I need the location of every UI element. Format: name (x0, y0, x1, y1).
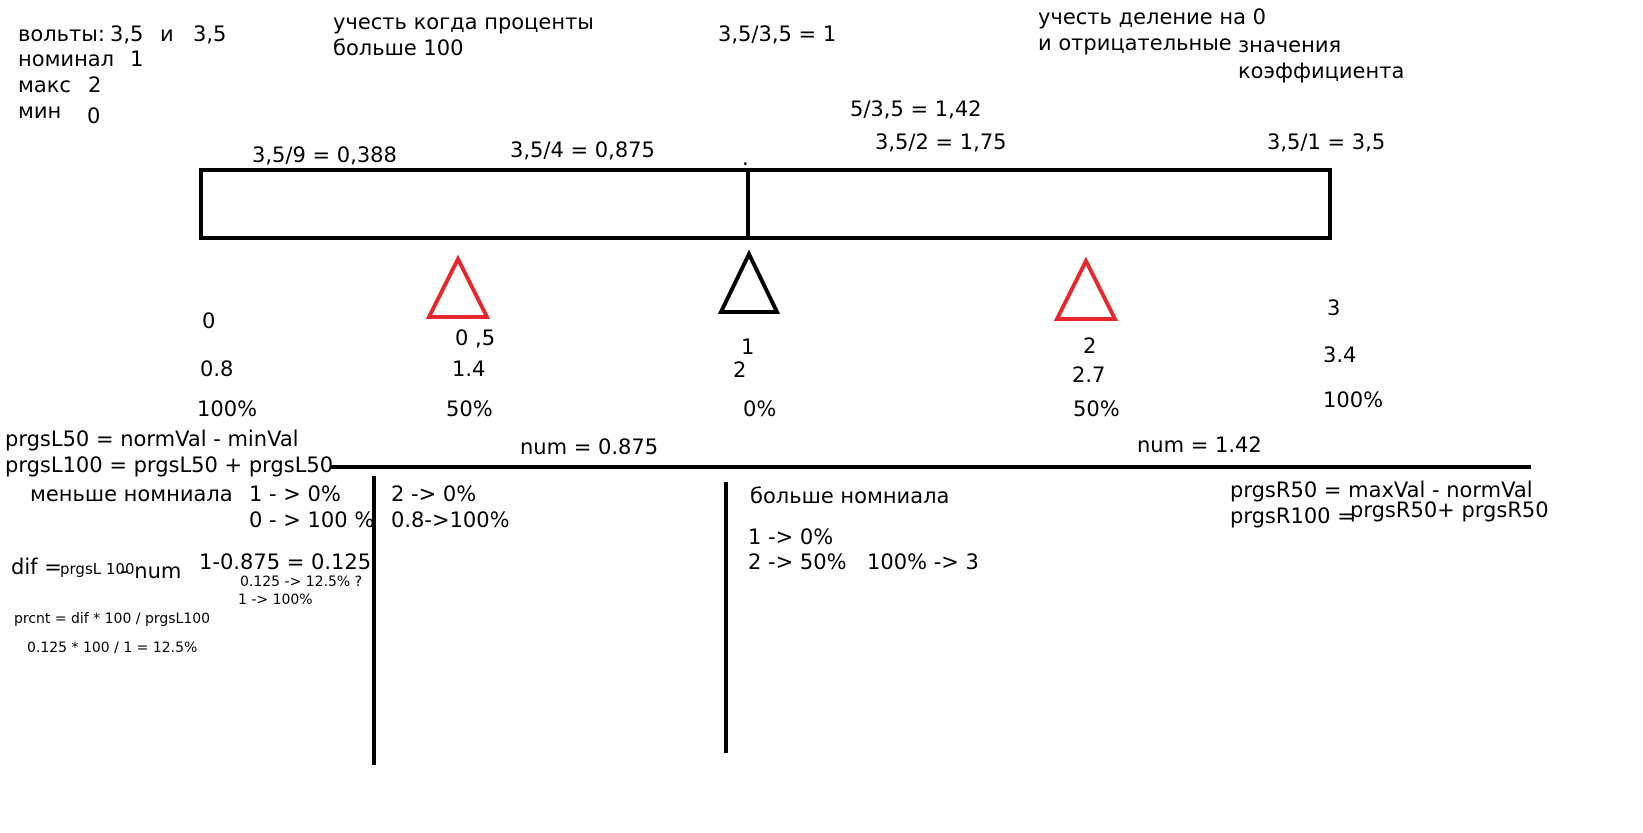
prcnt-calc: 0.125 * 100 / 1 = 12.5% (27, 640, 198, 656)
ratio-3: 5/3,5 = 1,42 (850, 97, 982, 121)
scale-col4-pos: 3 (1327, 296, 1341, 320)
num-right: num = 1.42 (1137, 433, 1262, 457)
percent-note-line1: учесть когда проценты (333, 10, 594, 34)
mid-map-2: 0.8->100% (391, 508, 510, 532)
left-marker-triangle (425, 254, 491, 319)
right-marker-shape (1053, 256, 1119, 321)
dif-rest: - num (120, 559, 182, 583)
nominal-label: номинал (18, 47, 115, 71)
prcnt-formula: prcnt = dif * 100 / prgsL100 (14, 611, 211, 627)
dif-calc-2: 0.125 -> 12.5% ? (240, 574, 363, 590)
volts-and: и (160, 22, 174, 46)
scale-bar (199, 168, 1332, 240)
less-map-1: 1 - > 0% (249, 482, 341, 506)
right-marker-triangle (1053, 256, 1119, 321)
volts-value-a: 3,5 (110, 22, 144, 46)
scale-col3-pos: 2 (1083, 334, 1097, 358)
scale-col2-pct: 0% (743, 397, 777, 421)
more-map-3: 100% -> 3 (867, 550, 979, 574)
table-header-line (331, 465, 1531, 469)
scale-col2-val: 2 (733, 358, 747, 382)
scale-col3-pct: 50% (1073, 397, 1120, 421)
formula-right-line2b: prgsR50+ prgsR50 (1350, 498, 1549, 522)
scale-col1-pct: 50% (446, 397, 493, 421)
scale-bar-center-divider (746, 170, 750, 238)
nominal-value: 1 (130, 47, 144, 71)
division-note-line1: учесть деление на 0 (1038, 5, 1266, 29)
scale-col3-val: 2.7 (1072, 363, 1106, 387)
scale-col1-pos: 0 ,5 (455, 326, 496, 350)
dif-label: dif = (11, 555, 62, 579)
less-map-2: 0 - > 100 % (249, 508, 375, 532)
scale-col0-pct: 100% (197, 397, 258, 421)
scale-col0-pos: 0 (202, 309, 216, 333)
division-note-line2: и отрицательные (1038, 31, 1232, 55)
num-left: num = 0.875 (520, 435, 659, 459)
center-dot: . (742, 146, 749, 170)
scale-col0-val: 0.8 (200, 357, 234, 381)
max-value: 2 (88, 73, 102, 97)
min-value: 0 (87, 104, 101, 128)
dif-calc-3: 1 -> 100% (238, 592, 313, 608)
percent-note-line2: больше 100 (333, 36, 464, 60)
division-note-line3: значения (1238, 33, 1342, 57)
formula-right-line2: prgsR100 = (1230, 504, 1355, 528)
formula-right-line1: prgsR50 = maxVal - normVal (1230, 478, 1533, 502)
formula-left-line1: prgsL50 = normVal - minVal (5, 427, 299, 451)
dif-subscript: prgsL 100 (60, 560, 135, 578)
more-map-2: 2 -> 50% (748, 550, 847, 574)
scale-col4-val: 3.4 (1323, 343, 1357, 367)
min-label: мин (18, 99, 62, 123)
scale-col2-pos: 1 (741, 335, 755, 359)
table-divider-middle (724, 482, 728, 753)
scale-col4-pct: 100% (1323, 388, 1384, 412)
center-marker-triangle (717, 249, 781, 314)
ratio-5: 3,5/1 = 3,5 (1267, 130, 1386, 154)
mid-map-1: 2 -> 0% (391, 482, 477, 506)
volts-label: вольты: (18, 22, 105, 46)
more-nominal-label: больше номниала (750, 484, 950, 508)
max-label: макс (18, 73, 71, 97)
formula-left-line2: prgsL100 = prgsL50 + prgsL50 (5, 453, 334, 477)
ratio-4: 3,5/2 = 1,75 (875, 130, 1007, 154)
dif-calc: 1-0.875 = 0.125 (199, 550, 372, 574)
table-divider-left (372, 476, 376, 765)
less-nominal-label: меньше номниала (30, 482, 233, 506)
division-note-line4: коэффициента (1238, 59, 1405, 83)
volts-value-b: 3,5 (193, 22, 227, 46)
ratio-2: 3,5/4 = 0,875 (510, 138, 655, 162)
ratio-1: 3,5/9 = 0,388 (252, 143, 397, 167)
ratio-center: 3,5/3,5 = 1 (718, 22, 837, 46)
scale-col1-val: 1.4 (452, 357, 486, 381)
more-map-1: 1 -> 0% (748, 525, 834, 549)
center-marker-shape (717, 249, 781, 314)
left-marker-shape (425, 254, 491, 319)
